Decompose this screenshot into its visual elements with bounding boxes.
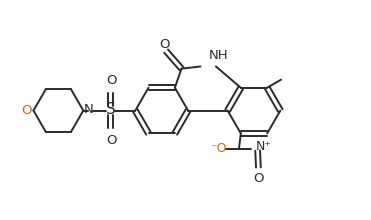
Text: N⁺: N⁺ — [256, 140, 272, 153]
Text: NH: NH — [209, 49, 228, 62]
Text: S: S — [105, 102, 115, 117]
Text: O: O — [21, 104, 32, 117]
Text: O: O — [106, 74, 116, 87]
Text: O: O — [106, 134, 116, 147]
Text: N: N — [83, 103, 93, 116]
Text: O: O — [253, 172, 264, 185]
Text: O: O — [160, 38, 170, 51]
Text: ⁻O: ⁻O — [211, 142, 227, 155]
